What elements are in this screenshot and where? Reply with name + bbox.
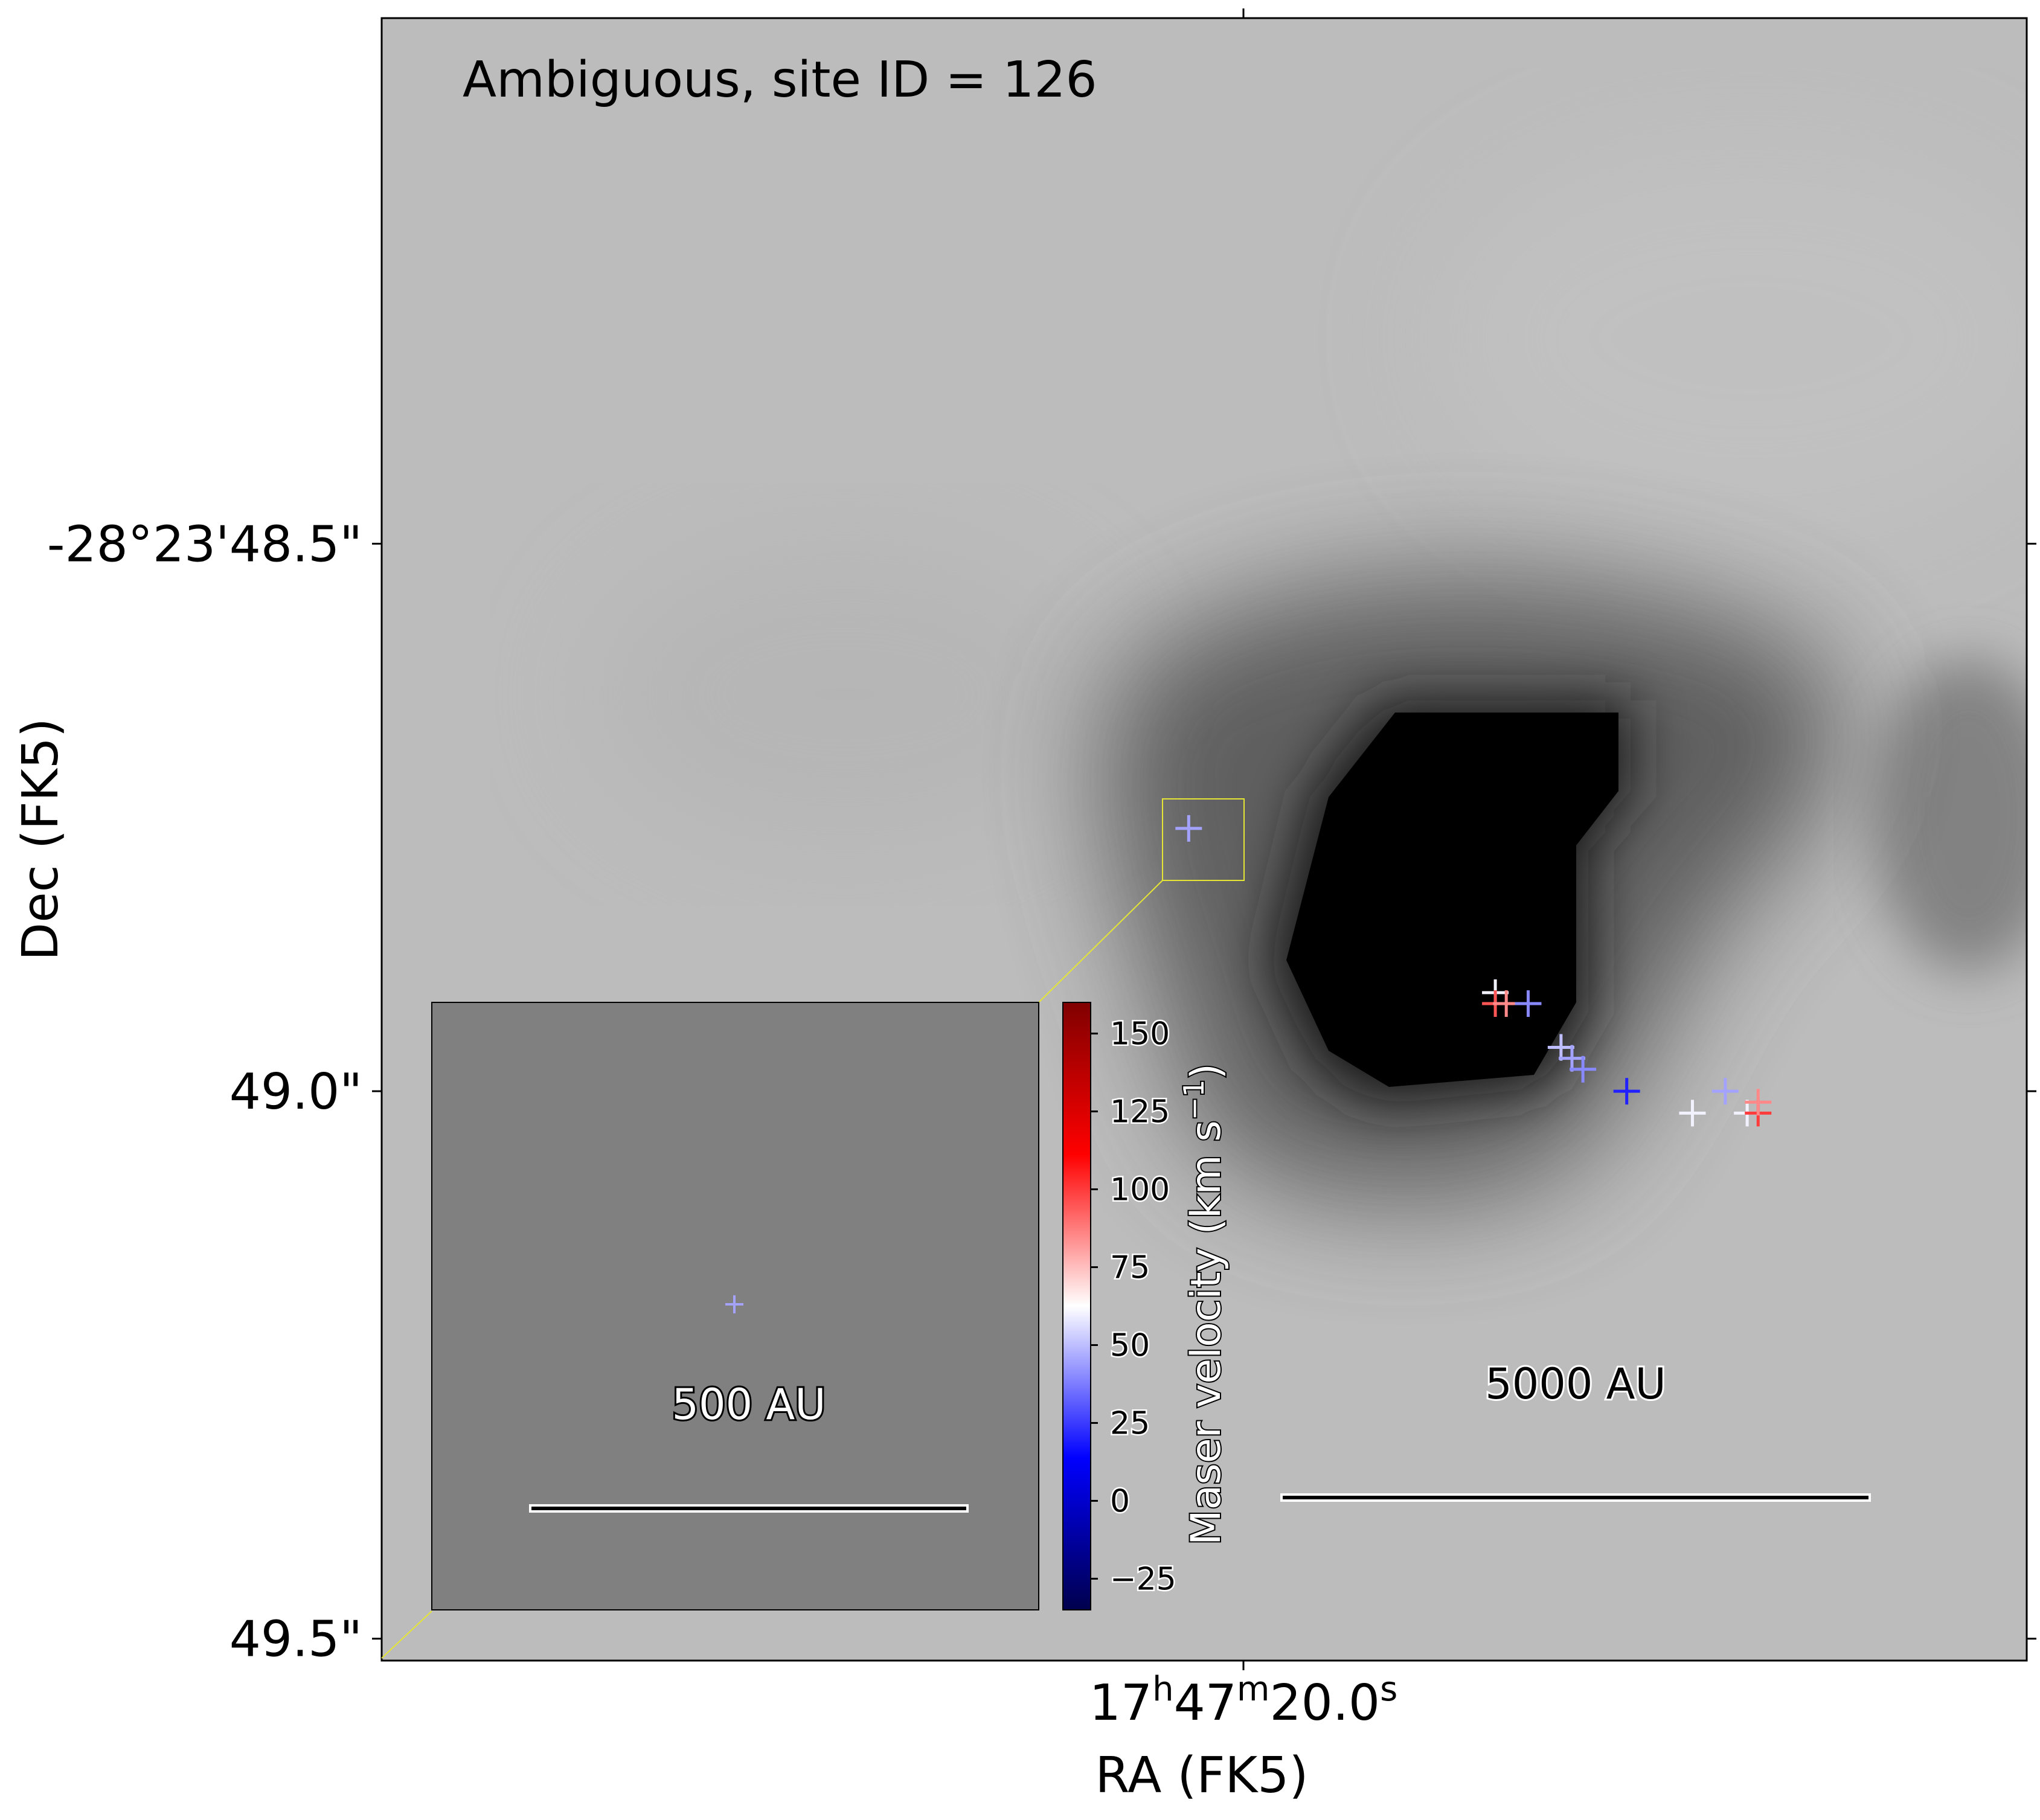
colorbar-tick-label: 100 bbox=[1110, 1172, 1170, 1208]
y-tick-label: 49.5" bbox=[229, 1611, 362, 1668]
inset-connector-line bbox=[381, 1610, 432, 1659]
colorbar-tick-label: 75 bbox=[1110, 1250, 1150, 1286]
inset-zoom-box bbox=[1162, 798, 1245, 881]
colorbar-tick-label: 150 bbox=[1110, 1016, 1170, 1053]
maser-point bbox=[1613, 1078, 1640, 1105]
maser-point bbox=[1515, 990, 1542, 1017]
colorbar-tick-label: −25 bbox=[1110, 1561, 1176, 1597]
inset-scalebar-label: 500 AU bbox=[672, 1380, 826, 1429]
scalebar-500-au: 500 AU bbox=[529, 1378, 969, 1513]
maser-point bbox=[1559, 1045, 1585, 1072]
y-tick-label: -28°23'48.5" bbox=[47, 516, 362, 573]
scalebar-5000-au: 5000 AU bbox=[1280, 1357, 1871, 1502]
colorbar-tick-label: 50 bbox=[1110, 1327, 1150, 1363]
plot-title: Ambiguous, site ID = 126 bbox=[463, 51, 1097, 109]
colorbar-gradient bbox=[1062, 1002, 1091, 1610]
colorbar-tick-label: 125 bbox=[1110, 1094, 1170, 1130]
axes-frame bbox=[380, 17, 2028, 1662]
maser-point bbox=[1711, 1078, 1739, 1105]
maser-point bbox=[1679, 1100, 1706, 1127]
maser-markers bbox=[1175, 815, 1772, 1127]
x-tick-label: 17h47m20.0s bbox=[1089, 1670, 1398, 1732]
colorbar: 150 125 100 75 50 25 0 −25 Maser velocity (km s… bbox=[1062, 1002, 1231, 1610]
inset-maser-markers bbox=[725, 1295, 743, 1313]
maser-point bbox=[1175, 815, 1202, 842]
tick-marks bbox=[372, 8, 2036, 1670]
x-axis-label: RA (FK5) bbox=[1095, 1747, 1309, 1804]
colorbar-tick-label: 25 bbox=[1110, 1405, 1150, 1441]
inset-connector-line bbox=[1038, 880, 1163, 1003]
colorbar-tick-label: 0 bbox=[1110, 1483, 1130, 1519]
inset-maser-point bbox=[725, 1295, 743, 1313]
y-tick-label: 49.0" bbox=[229, 1063, 362, 1121]
colorbar-label: Maser velocity (km s−1) bbox=[1178, 1063, 1230, 1545]
maser-point bbox=[1547, 1034, 1574, 1061]
y-axis-label: Dec (FK5) bbox=[12, 718, 69, 961]
maser-point bbox=[1745, 1089, 1772, 1116]
maser-point bbox=[1570, 1056, 1597, 1083]
scalebar-label: 5000 AU bbox=[1485, 1359, 1666, 1409]
colorbar-ticks: 150 125 100 75 50 25 0 −25 bbox=[1091, 1014, 1178, 1599]
inset-axes: 500 AU bbox=[431, 1002, 1039, 1610]
